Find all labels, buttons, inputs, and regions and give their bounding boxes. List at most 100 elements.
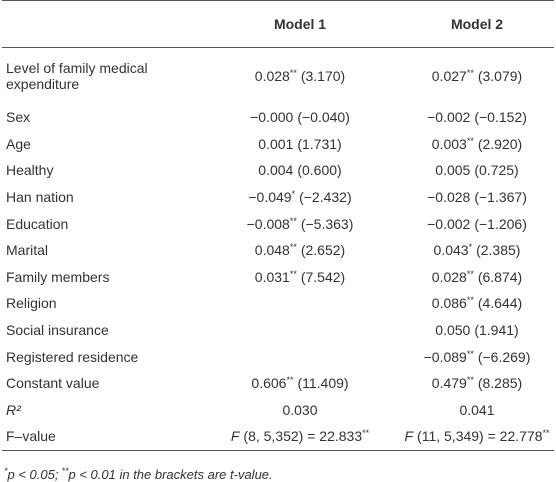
row-label: F–value [2, 423, 200, 451]
table-row: Constant value 0.606** (11.409) 0.479** (8.2… [2, 370, 554, 397]
significance: ** [466, 375, 474, 386]
coefficient: (8, 5,352) = 22.833 [243, 428, 363, 445]
results-table: Model 1 Model 2 Level of family medical … [2, 0, 554, 451]
coefficient: 0.028 [254, 68, 290, 84]
row-label: Social insurance [6, 322, 109, 339]
significance: ** [286, 375, 294, 386]
cell-italic: F [404, 428, 414, 445]
value-cell [200, 343, 400, 370]
t-value: (2.652) [300, 242, 346, 259]
footnote: *p < 0.05; **p < 0.01 in the brackets are… [4, 465, 556, 482]
value-cell: 0.028** (6.874) [400, 264, 554, 291]
value-cell: −0.049* (−2.432) [200, 184, 400, 211]
value-cell: 0.041 [400, 397, 554, 424]
table-row: Registered residence −0.089** (−6.269) [2, 343, 554, 370]
cell-italic: F [230, 428, 240, 445]
value-cell: F (11, 5,349) = 22.778** [400, 423, 554, 451]
table-header: Model 1 Model 2 [2, 0, 554, 48]
coefficient: 0.005 [435, 162, 471, 179]
coefficient: −0.002 [427, 215, 471, 232]
coefficient: 0.479 [431, 375, 467, 392]
t-value: (−1.206) [474, 215, 527, 232]
row-label: Family members [6, 268, 110, 285]
value-cell: −0.089** (−6.269) [400, 343, 554, 370]
significance: ** [362, 428, 370, 439]
value-cell: −0.000 (−0.040) [200, 104, 400, 131]
table-row: Healthy 0.004 (0.600) 0.005 (0.725) [2, 157, 554, 184]
t-value: (−6.269) [477, 348, 531, 365]
footnote-text: p < 0.05; [7, 466, 59, 482]
row-label: Healthy [6, 162, 54, 179]
coefficient: 0.041 [459, 401, 495, 418]
value-cell: 0.048** (2.652) [200, 237, 400, 264]
footnote-text: p < 0.01 in the brackets are t-value. [68, 466, 273, 482]
t-value: (3.079) [477, 68, 523, 84]
footnote-mark: ** [61, 465, 69, 476]
t-value: (2.920) [477, 135, 523, 152]
row-label: R² [6, 401, 21, 418]
row-label: Level of family medical expenditure [6, 60, 148, 92]
value-cell: 0.004 (0.600) [200, 157, 400, 184]
row-label: Han nation [6, 189, 74, 206]
row-label: Sex [6, 109, 31, 126]
table-row: Family members 0.031** (7.542) 0.028** (6.87… [2, 264, 554, 291]
coefficient: 0.028 [431, 268, 467, 285]
t-value: (4.644) [477, 295, 523, 312]
significance: ** [466, 295, 474, 306]
t-value: (−0.152) [474, 109, 527, 126]
coefficient: 0.048 [254, 242, 290, 259]
t-value: (0.725) [474, 162, 519, 179]
coefficient: 0.027 [431, 68, 467, 84]
value-cell: −0.002 (−0.152) [400, 104, 554, 131]
value-cell: −0.008** (−5.363) [200, 210, 400, 237]
table-row: Marital 0.048** (2.652) 0.043* (2.385) [2, 237, 554, 264]
row-label: Age [6, 135, 31, 152]
table-row: Han nation −0.049* (−2.432) −0.028 (−1.367) [2, 184, 554, 211]
value-cell: 0.086** (4.644) [400, 290, 554, 317]
coefficient: −0.008 [246, 215, 290, 232]
table-body: Level of family medical expenditure 0.028… [2, 48, 554, 451]
coefficient: 0.606 [251, 375, 287, 392]
t-value: (−0.040) [297, 109, 350, 126]
coefficient: −0.049 [248, 189, 292, 206]
t-value: (7.542) [300, 268, 346, 285]
t-value: (0.600) [297, 162, 342, 179]
row-label: Religion [6, 295, 57, 312]
value-cell: 0.606** (11.409) [200, 370, 400, 397]
table-row: Level of family medical expenditure 0.028… [2, 48, 554, 105]
header-cell: Model 2 [400, 0, 554, 48]
coefficient: 0.004 [258, 162, 294, 179]
table-row: Education −0.008** (−5.363) −0.002 (−1.206) [2, 210, 554, 237]
value-cell [200, 317, 400, 344]
table-row: Age 0.001 (1.731) 0.003** (2.920) [2, 131, 554, 158]
coefficient: −0.002 [427, 109, 471, 126]
row-label: Marital [6, 242, 49, 259]
coefficient: −0.089 [423, 348, 467, 365]
t-value: (−1.367) [474, 189, 527, 206]
value-cell: 0.027** (3.079) [400, 48, 554, 105]
value-cell [200, 290, 400, 317]
value-cell: 0.005 (0.725) [400, 157, 554, 184]
footnote-mark: * [4, 465, 8, 476]
significance: ** [542, 428, 550, 439]
value-cell: 0.479** (8.285) [400, 370, 554, 397]
coefficient: 0.001 [258, 135, 294, 152]
value-cell: 0.043* (2.385) [400, 237, 554, 264]
significance: ** [289, 68, 297, 78]
value-cell: F (8, 5,352) = 22.833** [200, 423, 400, 451]
coefficient: 0.030 [282, 401, 318, 418]
value-cell: 0.001 (1.731) [200, 131, 400, 158]
value-cell: 0.050 (1.941) [400, 317, 554, 344]
t-value: (1.731) [297, 135, 342, 152]
value-cell: 0.030 [200, 397, 400, 424]
coefficient: −0.000 [250, 109, 294, 126]
coefficient: 0.050 [435, 322, 471, 339]
significance: ** [466, 135, 474, 146]
significance: ** [466, 348, 474, 359]
header-row: Model 1 Model 2 [2, 0, 554, 48]
significance: * [468, 242, 473, 253]
t-value: (−2.432) [299, 189, 352, 206]
header-cell: Model 1 [200, 0, 400, 48]
significance: ** [466, 68, 474, 78]
significance: ** [289, 242, 297, 253]
